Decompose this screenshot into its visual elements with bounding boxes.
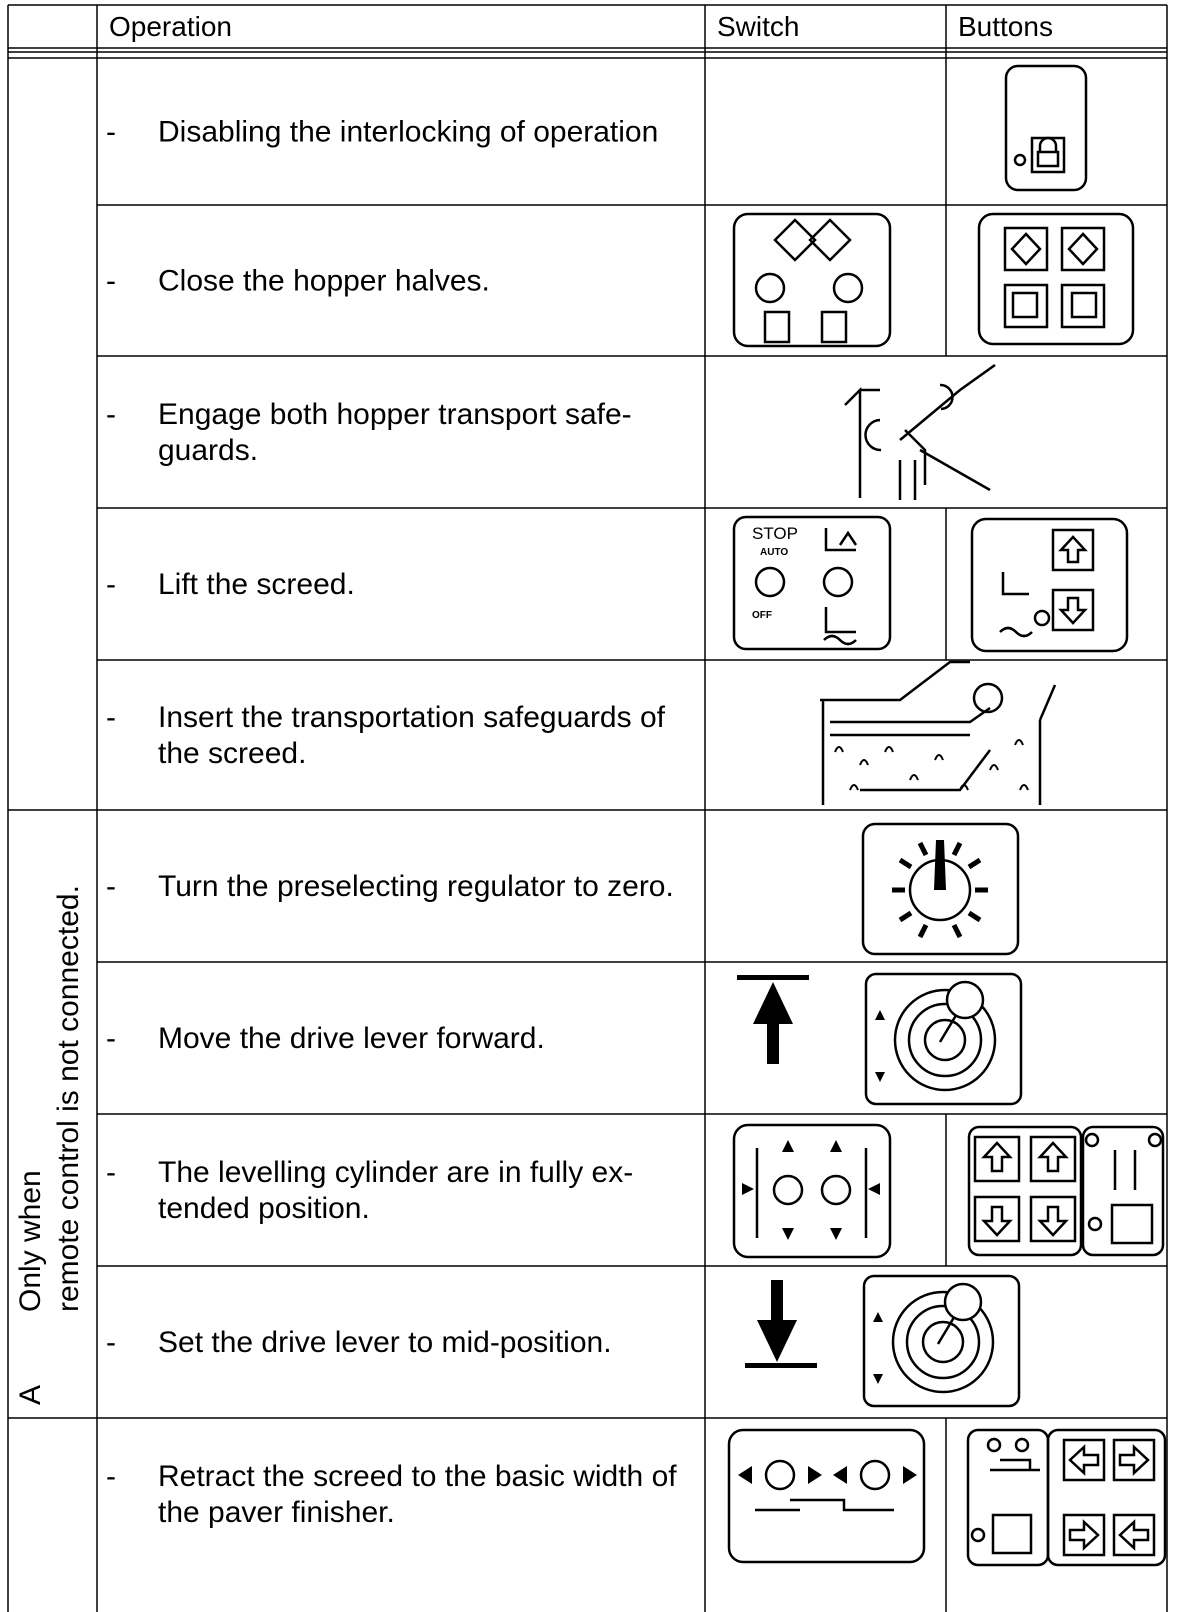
operation-text: Insert the transportation safeguards of <box>158 701 666 734</box>
picture-hopper-safeguard <box>844 363 996 500</box>
operation-text: Close the hopper halves. <box>158 265 490 298</box>
icon-cylinder-buttons <box>967 1125 1165 1257</box>
icon-width-buttons <box>966 1428 1167 1567</box>
bullet: - <box>106 1022 116 1055</box>
operation-text: Engage both hopper transport safe- <box>158 398 632 431</box>
operation-text: Turn the preselecting regulator to zero. <box>158 870 674 903</box>
header-cell: Switch <box>717 11 799 42</box>
icon-joystick <box>864 972 1023 1106</box>
bullet: - <box>106 870 116 903</box>
operation-text: Retract the screed to the basic width of <box>158 1460 677 1493</box>
operation-text: the screed. <box>158 737 306 770</box>
group-label: remote control is not connected. <box>52 885 85 1312</box>
operation-text: Move the drive lever forward. <box>158 1022 545 1055</box>
icons: STOP AUTO OFF <box>727 64 1167 1567</box>
icon-label: AUTO <box>760 547 788 558</box>
icon-width-switch <box>727 1428 926 1564</box>
bullet: - <box>106 701 116 734</box>
bullet: - <box>106 1460 116 1493</box>
picture-screed-safeguard <box>820 660 1057 805</box>
bullet: - <box>106 398 116 431</box>
table-texts: Operation Switch Buttons - Disabling the int… <box>14 11 1053 1529</box>
icon-lock <box>1004 64 1088 192</box>
bullet: - <box>106 1156 116 1189</box>
operation-text: Disabling the interlocking of operation <box>158 116 658 149</box>
icon-joystick <box>862 1274 1021 1408</box>
bullet: - <box>106 265 116 298</box>
group-label: Only when <box>14 1170 47 1312</box>
header-cell: Operation <box>109 11 232 42</box>
icon-dial <box>861 822 1020 956</box>
table-grid <box>7 4 1168 1612</box>
operation-text: guards. <box>158 434 258 467</box>
icon-mid <box>745 1280 817 1368</box>
icon-screed-buttons <box>970 517 1129 653</box>
bullet: - <box>106 116 116 149</box>
icon-hopper-switch <box>732 212 892 348</box>
operation-text: Set the drive lever to mid-position. <box>158 1326 612 1359</box>
icon-screed-switch: STOP AUTO OFF <box>732 515 892 651</box>
operation-text: Lift the screed. <box>158 568 355 601</box>
icon-label: STOP <box>752 524 798 543</box>
operation-text: The levelling cylinder are in fully ex- <box>158 1156 633 1189</box>
icon-label: OFF <box>752 610 772 621</box>
bullet: - <box>106 568 116 601</box>
icon-cylinder-switch <box>732 1123 892 1259</box>
bullet: - <box>106 1326 116 1359</box>
icon-forward <box>737 975 809 1064</box>
group-marker: A <box>14 1385 47 1405</box>
operation-text: tended position. <box>158 1192 370 1225</box>
header-cell: Buttons <box>958 11 1053 42</box>
icon-hopper-buttons <box>977 212 1135 346</box>
operation-text: the paver finisher. <box>158 1496 395 1529</box>
